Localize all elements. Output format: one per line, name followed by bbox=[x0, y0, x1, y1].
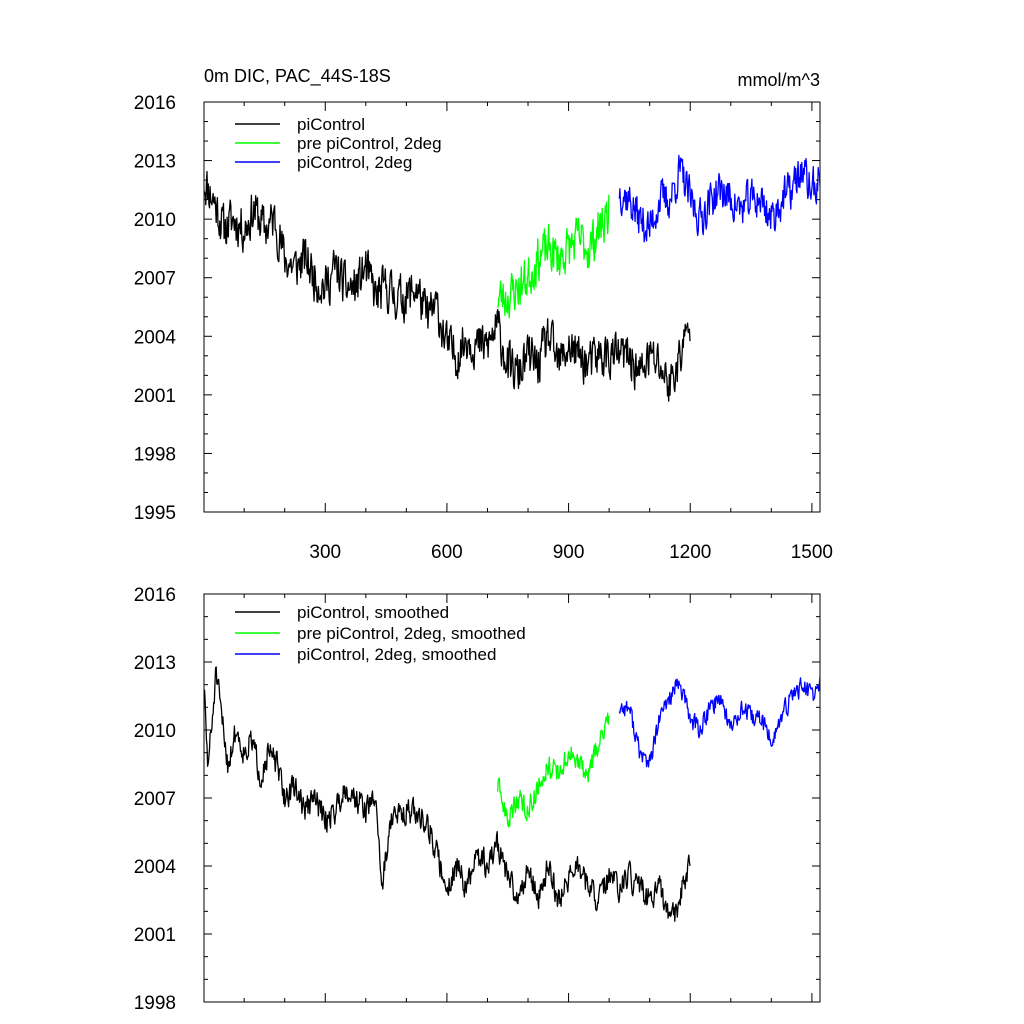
y-tick-label: 2001 bbox=[134, 925, 176, 946]
y-tick-label: 1998 bbox=[134, 444, 176, 465]
legend-label: piControl, smoothed bbox=[297, 603, 449, 622]
bottom-panel: 1998 2001 2004 2007 2010 2013 2016 piControl, s… bbox=[134, 585, 821, 1014]
series-line-1 bbox=[204, 170, 691, 402]
y-tick-label: 2004 bbox=[134, 327, 177, 348]
y-tick-label: 2007 bbox=[134, 789, 176, 810]
units-label: mmol/m^3 bbox=[738, 70, 820, 90]
y-tick-label: 1998 bbox=[134, 993, 176, 1014]
series-line-2 bbox=[496, 712, 610, 828]
x-tick-label: 600 bbox=[431, 542, 463, 563]
x-tick-label: 1200 bbox=[669, 542, 711, 563]
y-tick-label: 2013 bbox=[134, 653, 176, 674]
x-tick-label: 300 bbox=[309, 542, 341, 563]
legend-label: piControl, 2deg bbox=[297, 153, 412, 172]
series-line-1 bbox=[204, 666, 691, 922]
y-tick-label: 2007 bbox=[134, 269, 176, 290]
y-tick-label: 2010 bbox=[134, 721, 176, 742]
x-tick-label: 1500 bbox=[791, 542, 833, 563]
series-line-3 bbox=[618, 154, 820, 243]
legend-label: pre piControl, 2deg, smoothed bbox=[297, 624, 526, 643]
plot-frame bbox=[203, 101, 821, 513]
y-tick-label: 2013 bbox=[134, 152, 176, 173]
y-tick-label: 2016 bbox=[134, 585, 176, 606]
y-tick-label: 2004 bbox=[134, 857, 177, 878]
top-panel: 1995 1998 2001 2004 2007 2010 2013 2016 300 600 90… bbox=[134, 93, 833, 563]
y-tick-label: 2016 bbox=[134, 93, 176, 114]
legend-label: piControl, 2deg, smoothed bbox=[297, 645, 496, 664]
y-tick-label: 2010 bbox=[134, 210, 176, 231]
x-tick-label: 900 bbox=[553, 542, 585, 563]
y-tick-label: 2001 bbox=[134, 386, 176, 407]
y-tick-label: 1995 bbox=[134, 503, 176, 524]
series-line-3 bbox=[618, 676, 820, 768]
chart-title: 0m DIC, PAC_44S-18S bbox=[204, 66, 391, 87]
legend-label: pre piControl, 2deg bbox=[297, 134, 442, 153]
series-line-2 bbox=[497, 194, 610, 319]
legend-label: piControl bbox=[297, 115, 365, 134]
